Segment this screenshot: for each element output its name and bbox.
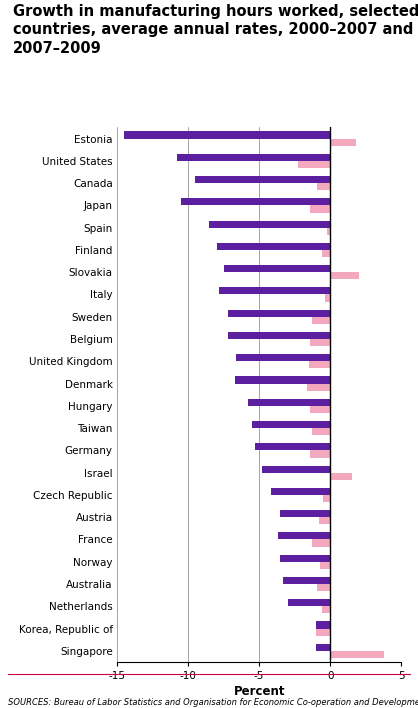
Bar: [209, 220, 330, 228]
Bar: [237, 354, 330, 361]
Bar: [124, 132, 330, 139]
Bar: [228, 332, 330, 339]
Bar: [330, 272, 359, 280]
Bar: [280, 510, 330, 518]
Bar: [288, 599, 330, 606]
Bar: [322, 606, 330, 613]
Bar: [252, 421, 330, 428]
Bar: [255, 443, 330, 450]
Bar: [330, 139, 356, 146]
Bar: [181, 198, 330, 205]
Bar: [310, 406, 330, 413]
Bar: [262, 466, 330, 473]
Bar: [330, 651, 384, 658]
Bar: [312, 428, 330, 435]
Bar: [248, 399, 330, 406]
Bar: [330, 473, 352, 480]
Bar: [309, 361, 330, 368]
Bar: [280, 554, 330, 561]
X-axis label: Percent: Percent: [233, 685, 285, 698]
Bar: [316, 629, 330, 636]
Text: Growth in manufacturing hours worked, selected
countries, average annual rates, : Growth in manufacturing hours worked, se…: [13, 4, 418, 56]
Bar: [270, 488, 330, 495]
Bar: [219, 287, 330, 295]
Bar: [312, 539, 330, 547]
Bar: [316, 622, 330, 629]
Bar: [317, 183, 330, 190]
Bar: [235, 377, 330, 384]
Bar: [323, 495, 330, 502]
Bar: [278, 532, 330, 539]
Bar: [195, 176, 330, 183]
Bar: [310, 339, 330, 346]
Bar: [308, 384, 330, 391]
Bar: [310, 450, 330, 457]
Bar: [217, 243, 330, 250]
Bar: [310, 205, 330, 212]
Text: SOURCES: Bureau of Labor Statistics and Organisation for Economic Co-operation a: SOURCES: Bureau of Labor Statistics and …: [8, 697, 418, 707]
Bar: [327, 228, 330, 235]
Bar: [298, 161, 330, 168]
Bar: [283, 577, 330, 584]
Bar: [224, 265, 330, 272]
Bar: [316, 644, 330, 651]
Bar: [177, 154, 330, 161]
Bar: [324, 295, 330, 302]
Bar: [317, 584, 330, 591]
Bar: [228, 309, 330, 316]
Bar: [319, 518, 330, 525]
Bar: [320, 561, 330, 569]
Bar: [322, 250, 330, 257]
Bar: [312, 316, 330, 324]
